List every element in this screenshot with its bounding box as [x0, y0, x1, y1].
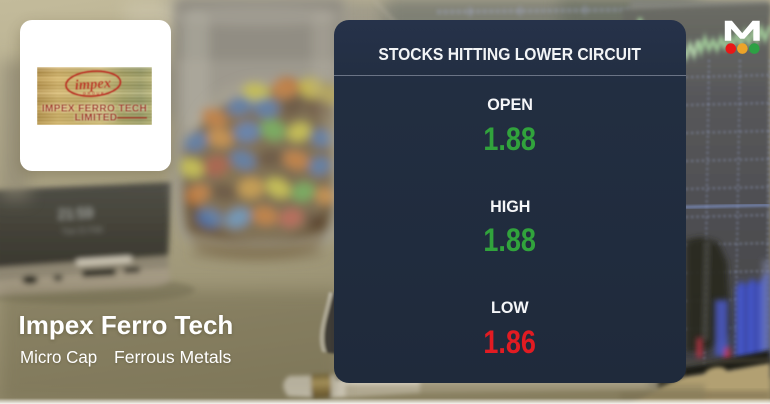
svg-text:21:59: 21:59 — [58, 204, 94, 222]
svg-text:IMPEX FERRO TECH: IMPEX FERRO TECH — [42, 104, 147, 115]
svg-text:Tue 21 Feb: Tue 21 Feb — [62, 225, 104, 236]
svg-text:LIMITED: LIMITED — [75, 113, 118, 124]
svg-text:GROUP: GROUP — [83, 91, 105, 96]
svg-text:impex: impex — [75, 75, 112, 93]
